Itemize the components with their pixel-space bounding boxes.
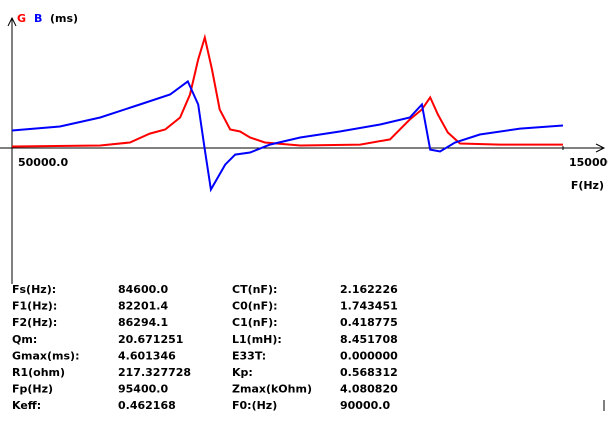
table-cell: L1(mH):: [232, 333, 282, 346]
series-line: [11, 33, 563, 148]
table-cell: F2(Hz):: [12, 316, 57, 329]
table-cell: 2.162226: [340, 283, 398, 296]
table-cell: F1(Hz):: [12, 300, 57, 313]
x-tick-label: 50000.0: [18, 156, 68, 169]
table-cell: Qm:: [12, 333, 37, 346]
table-cell: 0.000000: [340, 349, 398, 362]
table-cell: C1(nF):: [232, 316, 278, 329]
table-cell: C0(nF):: [232, 300, 278, 313]
table-cell: 1.743451: [340, 300, 398, 313]
table-cell: Fs(Hz):: [12, 283, 56, 296]
table-cell: 0.462168: [118, 399, 176, 412]
table-cell: 4.080820: [340, 383, 398, 396]
table-cell: 95400.0: [118, 383, 168, 396]
table-cell: 0.418775: [340, 316, 398, 329]
table-cell: Keff:: [12, 399, 41, 412]
table-cell: 0.568312: [340, 366, 398, 379]
table-cell: 84600.0: [118, 283, 168, 296]
table-cell: 20.671251: [118, 333, 183, 346]
x-axis-arrow: [595, 143, 606, 153]
y-axis-arrow: [7, 16, 17, 27]
y-axis-label: (ms): [50, 12, 78, 25]
legend-entry: B: [34, 12, 42, 25]
table-cell: 217.327728: [118, 366, 191, 379]
table-cell: 86294.1: [118, 316, 168, 329]
table-cell: CT(nF):: [232, 283, 277, 296]
table-cell: 8.451708: [340, 333, 398, 346]
table-cell: F0:(Hz): [232, 399, 277, 412]
table-cell: 4.601346: [118, 349, 176, 362]
x-tick-label: 150000.0: [569, 156, 608, 169]
table-cell: 82201.4: [118, 300, 168, 313]
series-line: [11, 79, 564, 193]
table-cell: Fp(Hz): [12, 383, 53, 396]
table-cell: Kp:: [232, 366, 253, 379]
table-cell: 90000.0: [340, 399, 390, 412]
table-cell: E33T:: [232, 349, 266, 362]
table-cell: R1(ohm): [12, 366, 65, 379]
table-cell: Gmax(ms):: [12, 349, 79, 362]
table-cell: Zmax(kOhm): [232, 383, 312, 396]
legend-entry: G: [17, 12, 26, 25]
x-axis-label: F(Hz): [571, 179, 604, 192]
